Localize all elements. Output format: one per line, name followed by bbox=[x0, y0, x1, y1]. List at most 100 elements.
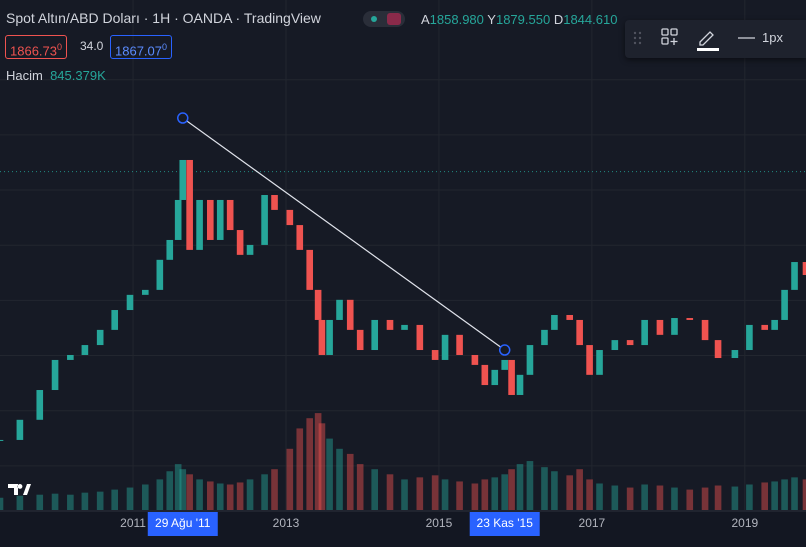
candle bbox=[526, 345, 534, 375]
status-toggle[interactable] bbox=[363, 11, 405, 27]
source: TradingView bbox=[243, 10, 321, 26]
x-tick-label: 2017 bbox=[579, 516, 606, 530]
volume-bar bbox=[586, 479, 593, 510]
candle bbox=[456, 334, 463, 355]
volume-bar bbox=[271, 469, 278, 510]
volume-bar bbox=[216, 483, 224, 510]
trendline-handle bbox=[177, 112, 189, 124]
volume-bar bbox=[516, 464, 524, 510]
candle bbox=[306, 249, 314, 290]
candle bbox=[81, 345, 89, 355]
candle bbox=[686, 318, 694, 320]
candle bbox=[261, 195, 268, 245]
volume-bar bbox=[336, 448, 343, 510]
candle bbox=[371, 319, 379, 351]
volume-bar bbox=[186, 474, 193, 510]
candle bbox=[781, 289, 788, 320]
volume-bar bbox=[236, 482, 244, 510]
spread: 34.0 bbox=[76, 35, 107, 57]
volume-bar bbox=[802, 479, 806, 510]
volume-bar bbox=[526, 461, 534, 510]
volume-bar bbox=[314, 413, 322, 510]
exchange: OANDA bbox=[182, 10, 232, 26]
candle bbox=[314, 289, 322, 320]
candle bbox=[714, 340, 722, 359]
toolbar-icons bbox=[633, 28, 755, 51]
ohlc-value: 1879.550 bbox=[495, 12, 551, 27]
symbol-title[interactable]: Spot Altın/ABD Doları · 1H · OANDA · Tra… bbox=[6, 10, 321, 26]
trendline bbox=[182, 117, 506, 351]
volume-bar bbox=[356, 464, 364, 510]
candle bbox=[156, 259, 164, 290]
candle bbox=[671, 318, 678, 335]
volume-label: Hacim bbox=[6, 68, 43, 83]
date-highlight bbox=[147, 512, 218, 536]
candle bbox=[791, 262, 798, 290]
trendline-handle bbox=[498, 344, 511, 356]
volume-bar bbox=[0, 497, 4, 510]
volume-bar bbox=[206, 481, 214, 510]
candle bbox=[346, 299, 354, 330]
candle bbox=[551, 314, 558, 330]
volume-bar bbox=[371, 469, 379, 510]
candle bbox=[401, 324, 408, 330]
volume-bar bbox=[141, 484, 149, 510]
volume-bar bbox=[81, 492, 89, 510]
sell-price: 1866.73 bbox=[10, 43, 57, 59]
volume-bar bbox=[36, 494, 44, 510]
volume-bar bbox=[166, 471, 174, 510]
candle bbox=[226, 199, 234, 231]
candle bbox=[761, 324, 769, 330]
ohlc-value: 1844.610 bbox=[563, 12, 618, 27]
volume-bar bbox=[296, 428, 304, 510]
volume-bar bbox=[481, 479, 489, 510]
candle bbox=[441, 334, 449, 360]
candle bbox=[141, 289, 149, 295]
buy-button[interactable]: 1867.070 bbox=[110, 35, 173, 59]
candle bbox=[508, 359, 515, 395]
candle bbox=[802, 262, 806, 275]
volume-bar bbox=[16, 495, 24, 510]
candle bbox=[196, 199, 203, 250]
volume-bar bbox=[508, 469, 515, 510]
volume-bar bbox=[701, 487, 709, 510]
candle bbox=[246, 244, 254, 255]
volume-legend: Hacim 845.379K bbox=[6, 68, 106, 83]
candle bbox=[491, 369, 499, 386]
volume-bar bbox=[431, 475, 439, 510]
candle bbox=[701, 319, 709, 341]
volume-bar bbox=[156, 479, 164, 510]
candle bbox=[731, 350, 739, 359]
candle bbox=[416, 324, 424, 351]
ohlc: A1858.980 Y1879.550 D1844.610 bbox=[421, 12, 617, 27]
volume-bar bbox=[746, 484, 753, 510]
volume-bar bbox=[111, 489, 119, 510]
volume-bar bbox=[471, 483, 479, 510]
time-axis bbox=[0, 512, 806, 547]
ohlc-value: 1858.980 bbox=[429, 12, 484, 27]
candle bbox=[206, 199, 214, 240]
volume-bar bbox=[761, 482, 769, 510]
ohlc-key: Y bbox=[487, 12, 496, 27]
line-width[interactable]: 1px bbox=[762, 30, 783, 45]
volume-bar bbox=[456, 481, 463, 510]
volume-bar bbox=[51, 493, 59, 510]
volume-bar bbox=[626, 487, 634, 510]
volume-bar bbox=[346, 453, 354, 510]
volume-bar bbox=[686, 489, 694, 510]
volume-bar bbox=[306, 418, 314, 510]
candle bbox=[386, 319, 394, 330]
candle bbox=[296, 225, 304, 250]
candle bbox=[656, 319, 664, 335]
candle bbox=[67, 354, 74, 360]
date-highlight bbox=[469, 512, 540, 536]
candle bbox=[566, 314, 574, 320]
sell-button[interactable]: 1866.730 bbox=[5, 35, 68, 59]
volume-bar bbox=[671, 487, 678, 510]
volume-value: 845.379K bbox=[50, 68, 106, 83]
volume-bar bbox=[318, 423, 326, 510]
candle bbox=[356, 329, 364, 351]
candle bbox=[771, 319, 778, 330]
volume-bar bbox=[491, 477, 499, 510]
interval: 1H bbox=[152, 10, 171, 26]
